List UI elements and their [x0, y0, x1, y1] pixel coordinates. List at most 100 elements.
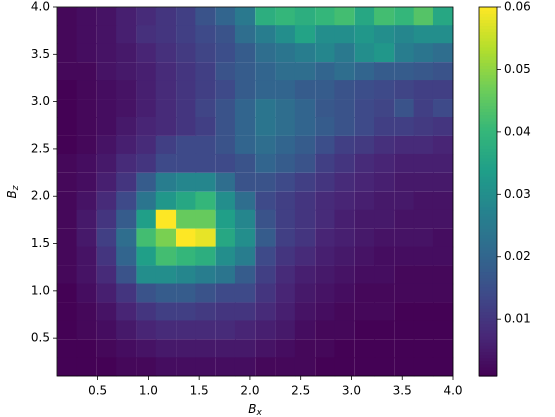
colorbar-step [479, 231, 497, 236]
heatmap-cell [116, 153, 137, 173]
heatmap-cell [96, 209, 118, 229]
heatmap-cell [215, 339, 236, 359]
heatmap-cell [413, 62, 434, 82]
heatmap-cell [394, 135, 415, 155]
heatmap-cell [315, 7, 336, 27]
heatmap-cell [255, 339, 276, 359]
heatmap-cell [413, 302, 434, 322]
colorbar-step [479, 34, 497, 39]
heatmap-cell [315, 320, 336, 340]
colorbar-step [479, 188, 497, 193]
heatmap-cell [57, 357, 78, 377]
heatmap-cell [155, 25, 177, 45]
heatmap-cell [255, 135, 276, 155]
heatmap-cell [195, 80, 216, 100]
colorbar-step [479, 237, 497, 242]
colorbar-step [479, 296, 497, 300]
y-tick-label: 2.0 [31, 189, 50, 203]
heatmap-cell [136, 246, 157, 266]
y-tick-label: 1.5 [31, 236, 50, 250]
heatmap-cell [374, 209, 395, 229]
heatmap-cell [57, 339, 78, 359]
heatmap-cell [413, 135, 434, 155]
heatmap-cell [294, 43, 316, 63]
colorbar-step [479, 308, 497, 313]
y-tick-label: 3.5 [31, 47, 50, 61]
heatmap-cell [96, 191, 118, 211]
colorbar-step [479, 108, 497, 113]
colorbar-step [479, 200, 497, 205]
heatmap-cell [255, 265, 276, 285]
colorbar-step [479, 326, 497, 331]
heatmap-cell [374, 135, 395, 155]
colorbar-step [479, 345, 497, 349]
heatmap-cell [215, 7, 236, 27]
colorbar-step [479, 117, 497, 122]
colorbar-tick-label: 0.05 [504, 62, 531, 76]
colorbar-step [479, 277, 497, 282]
colorbar-step [479, 209, 497, 214]
x-tick-label: 1.5 [190, 384, 209, 398]
heatmap-cell [432, 246, 454, 266]
colorbar-step [479, 369, 497, 374]
heatmap-cell [195, 246, 216, 266]
heatmap-cell [334, 153, 355, 173]
heatmap-cell [275, 7, 296, 27]
heatmap-cell [315, 209, 336, 229]
heatmap-cell [76, 7, 97, 27]
heatmap-cell [255, 117, 276, 136]
heatmap-cell [334, 80, 355, 100]
heatmap-cell [136, 80, 157, 100]
colorbar-step [479, 16, 497, 20]
x-axis-label: Bx [248, 402, 262, 417]
heatmap-cell [215, 153, 236, 173]
heatmap-cell [255, 25, 276, 45]
heatmap-cell [315, 99, 336, 118]
heatmap-cell [294, 357, 316, 377]
heatmap-cell [96, 7, 118, 27]
heatmap-cell [294, 302, 316, 322]
heatmap-cell [334, 339, 355, 359]
heatmap-cell [76, 135, 97, 155]
colorbar-step [479, 259, 497, 263]
heatmap-cell [432, 62, 454, 82]
heatmap-cell [354, 339, 376, 359]
heatmap-cell [195, 117, 216, 136]
heatmap-cell [136, 228, 157, 248]
heatmap-cell [57, 25, 78, 45]
heatmap-cell [374, 357, 395, 377]
heatmap-cell [155, 172, 177, 192]
heatmap-cell [195, 62, 216, 82]
heatmap-cell [394, 357, 415, 377]
heatmap-cell [234, 191, 256, 211]
heatmap-cell [57, 191, 78, 211]
heatmap-cell [234, 339, 256, 359]
colorbar-step [479, 114, 497, 119]
colorbar-step [479, 323, 497, 328]
heatmap-cell [354, 153, 376, 173]
heatmap-cell [176, 265, 197, 285]
heatmap-cell [432, 339, 454, 359]
heatmap-cell [57, 209, 78, 229]
colorbar-step [479, 357, 497, 362]
colorbar-step [479, 185, 497, 190]
heatmap-cell [315, 62, 336, 82]
heatmap-cell [116, 339, 137, 359]
heatmap-cell [394, 283, 415, 303]
heatmap-cell [413, 320, 434, 340]
colorbar-step [479, 56, 497, 60]
colorbar-step [479, 280, 497, 285]
heatmap-cell [234, 228, 256, 248]
heatmap-cell [176, 43, 197, 63]
colorbar-step [479, 25, 497, 30]
heatmap-cell [354, 80, 376, 100]
heatmap-cell [155, 153, 177, 173]
heatmap-cell [234, 357, 256, 377]
heatmap-cell [234, 117, 256, 136]
y-label-base: B [5, 190, 19, 198]
heatmap-cell [255, 172, 276, 192]
heatmap-cell [195, 302, 216, 322]
colorbar-step [479, 197, 497, 202]
heatmap-cell [294, 62, 316, 82]
colorbar-step [479, 182, 497, 186]
